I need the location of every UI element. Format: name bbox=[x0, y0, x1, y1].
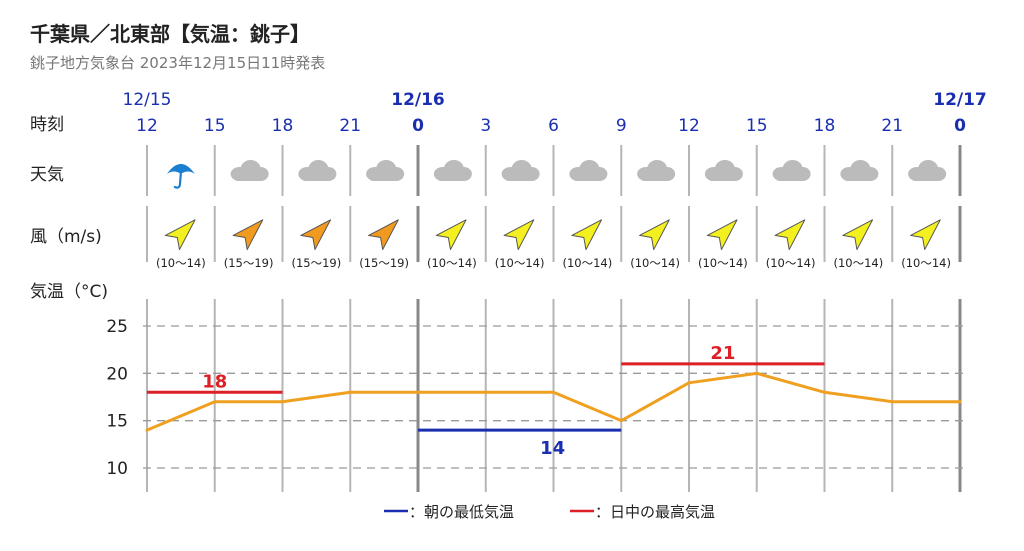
wind-speed-label: (10～14) bbox=[766, 256, 816, 270]
temperature-point bbox=[348, 390, 352, 394]
temperature-point bbox=[755, 371, 759, 375]
wind-arrow-icon bbox=[842, 219, 874, 251]
hour-tick-label: 12 bbox=[678, 116, 700, 136]
cloud-icon bbox=[772, 160, 811, 181]
hour-tick-label: 15 bbox=[204, 116, 226, 136]
wind-arrow-icon bbox=[571, 219, 603, 251]
y-tick-label: 20 bbox=[106, 364, 128, 384]
wind-arrow-icon bbox=[435, 219, 467, 251]
temperature-point bbox=[145, 428, 149, 432]
hour-tick-label: 15 bbox=[746, 116, 768, 136]
temperature-point bbox=[687, 381, 691, 385]
wind-arrow-icon bbox=[232, 219, 264, 251]
hour-tick-label: 21 bbox=[881, 116, 903, 136]
cloud-icon bbox=[501, 160, 540, 181]
wind-speed-label: (10～14) bbox=[901, 256, 951, 270]
cloud-icon bbox=[433, 160, 472, 181]
y-tick-label: 10 bbox=[106, 459, 128, 479]
hour-tick-label: 9 bbox=[616, 116, 627, 136]
temperature-point bbox=[619, 419, 623, 423]
umbrella-icon bbox=[166, 164, 195, 189]
temperature-point bbox=[823, 390, 826, 394]
wind-speed-label: (10～14) bbox=[427, 256, 477, 270]
page-subtitle: 銚子地方気象台 2023年12月15日11時発表 bbox=[30, 54, 326, 72]
temperature-point bbox=[552, 390, 555, 394]
wind-arrow-icon bbox=[503, 219, 535, 251]
cloud-icon bbox=[840, 160, 879, 181]
temperature-point bbox=[213, 400, 217, 404]
page-title: 千葉県／北東部【気温：銚子】 bbox=[30, 22, 310, 46]
temperature-point bbox=[416, 390, 420, 394]
temperature-point bbox=[281, 400, 284, 404]
hour-tick-label: 6 bbox=[548, 116, 559, 136]
wind-arrow-icon bbox=[164, 219, 196, 251]
hour-tick-label: 12 bbox=[136, 116, 158, 136]
max-temp-label: 18 bbox=[202, 371, 227, 392]
legend-max-label: ：日中の最高気温 bbox=[595, 503, 715, 521]
date-label: 12/17 bbox=[933, 90, 987, 110]
temperature-point bbox=[958, 400, 962, 404]
temperature-point bbox=[890, 400, 894, 404]
min-temp-label: 14 bbox=[540, 438, 565, 459]
cloud-icon bbox=[230, 160, 269, 181]
cloud-icon bbox=[704, 160, 743, 181]
row-label-wind: 風（m/s) bbox=[30, 227, 102, 247]
hour-tick-label: 0 bbox=[954, 116, 966, 136]
cloud-icon bbox=[298, 160, 337, 181]
y-tick-label: 15 bbox=[106, 412, 128, 432]
hour-tick-label: 21 bbox=[339, 116, 361, 136]
hour-tick-label: 18 bbox=[814, 116, 836, 136]
cloud-icon bbox=[908, 160, 947, 181]
row-label-time: 時刻 bbox=[30, 115, 64, 135]
wind-speed-label: (10～14) bbox=[563, 256, 613, 270]
row-label-temp: 気温（°C) bbox=[30, 282, 108, 302]
wind-speed-label: (15～19) bbox=[292, 256, 342, 270]
cloud-icon bbox=[569, 160, 608, 181]
wind-speed-label: (15～19) bbox=[359, 256, 409, 270]
wind-speed-label: (10～14) bbox=[834, 256, 884, 270]
wind-arrow-icon bbox=[910, 219, 941, 251]
wind-arrow-icon bbox=[300, 219, 332, 251]
wind-arrow-icon bbox=[368, 219, 399, 251]
date-label: 12/16 bbox=[391, 90, 445, 110]
wind-arrow-icon bbox=[706, 219, 738, 251]
hour-tick-label: 3 bbox=[480, 116, 491, 136]
wind-speed-label: (10～14) bbox=[156, 256, 206, 270]
temperature-point bbox=[484, 390, 488, 394]
cloud-icon bbox=[637, 160, 676, 181]
wind-arrow-icon bbox=[639, 219, 670, 251]
y-tick-label: 25 bbox=[106, 317, 128, 337]
wind-arrow-icon bbox=[774, 219, 806, 251]
hour-tick-label: 0 bbox=[412, 116, 424, 136]
wind-speed-label: (10～14) bbox=[698, 256, 748, 270]
date-label: 12/15 bbox=[123, 90, 172, 110]
wind-speed-label: (10～14) bbox=[630, 256, 680, 270]
hour-tick-label: 18 bbox=[272, 116, 294, 136]
wind-speed-label: (15～19) bbox=[224, 256, 274, 270]
cloud-icon bbox=[366, 160, 405, 181]
legend-min-label: ：朝の最低気温 bbox=[409, 503, 514, 521]
wind-speed-label: (10～14) bbox=[495, 256, 545, 270]
row-label-weather: 天気 bbox=[30, 165, 64, 185]
max-temp-label: 21 bbox=[710, 343, 735, 364]
